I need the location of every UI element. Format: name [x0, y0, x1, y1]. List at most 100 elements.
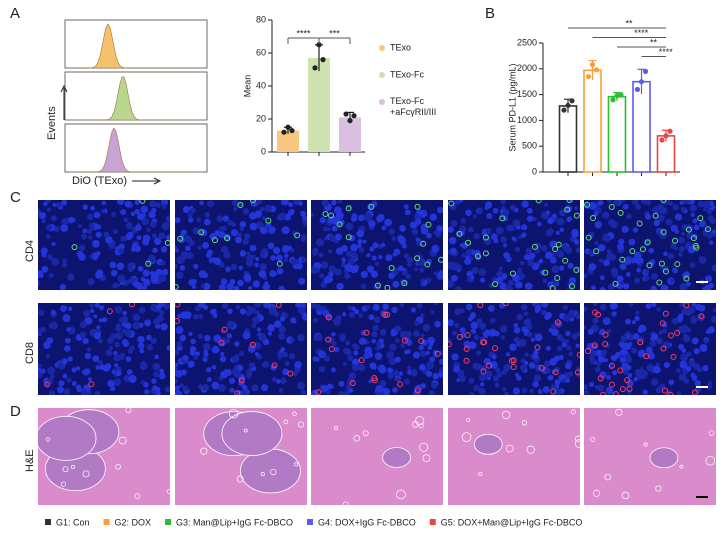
stained-cell	[382, 311, 389, 318]
stained-cell	[336, 221, 343, 228]
nucleus	[95, 365, 101, 370]
nucleus	[67, 356, 73, 362]
nucleus	[399, 303, 405, 308]
stained-cell	[509, 270, 516, 277]
nucleus	[439, 358, 443, 365]
nucleus	[67, 216, 75, 224]
nucleus	[315, 333, 323, 342]
stained-cell	[690, 235, 697, 242]
nucleus	[671, 317, 679, 325]
nucleus	[123, 217, 129, 223]
stained-cell	[221, 326, 228, 333]
nucleus	[159, 368, 165, 374]
nucleus	[175, 367, 178, 372]
nucleus	[140, 380, 145, 385]
nucleus	[374, 345, 381, 351]
stained-cell	[414, 387, 421, 394]
nucleus	[154, 354, 159, 360]
nucleus	[565, 378, 570, 383]
nucleus	[82, 337, 89, 345]
nucleus	[177, 313, 182, 319]
nucleus	[429, 213, 438, 221]
stained-cell	[531, 243, 538, 250]
nucleus	[532, 381, 539, 388]
nucleus	[144, 389, 150, 395]
nucleus	[421, 339, 428, 346]
nucleus	[175, 378, 179, 385]
nucleus	[512, 274, 520, 282]
nucleus	[419, 209, 428, 218]
nucleus	[597, 243, 606, 252]
micrograph-content	[584, 200, 716, 290]
nucleus	[655, 362, 660, 367]
nucleus	[530, 337, 536, 342]
stained-cell	[328, 212, 335, 219]
nucleus	[175, 370, 183, 378]
nucleus	[403, 204, 409, 210]
nucleus	[330, 367, 336, 373]
nucleus	[249, 222, 258, 231]
nucleus	[239, 350, 245, 357]
nucleus	[38, 328, 42, 335]
nucleus	[622, 342, 630, 351]
nucleus	[283, 258, 288, 263]
nucleus	[523, 311, 529, 317]
nucleus	[527, 259, 535, 267]
nucleus	[448, 279, 455, 288]
micrograph	[448, 408, 580, 505]
nucleus	[674, 229, 679, 234]
nucleus	[514, 207, 519, 213]
nucleus	[697, 367, 703, 373]
stained-cell	[617, 367, 624, 374]
nucleus	[209, 232, 217, 241]
micrograph-content	[448, 408, 580, 505]
nucleus	[469, 391, 475, 395]
nucleus	[676, 368, 682, 374]
stained-cell	[660, 200, 667, 204]
stained-cell	[477, 303, 484, 309]
nucleus	[568, 351, 574, 357]
nucleus	[596, 362, 601, 367]
nucleus	[160, 323, 168, 331]
nucleus	[588, 263, 597, 271]
nucleus	[333, 346, 340, 353]
nucleus	[401, 270, 408, 276]
nucleus	[301, 256, 307, 263]
nucleus	[203, 342, 211, 351]
nucleus	[115, 325, 122, 332]
nucleus	[311, 212, 314, 218]
nucleus	[501, 369, 508, 375]
stained-cell	[658, 260, 665, 267]
nucleus	[568, 309, 576, 317]
nucleus	[233, 285, 240, 290]
stained-cell	[463, 346, 470, 353]
nucleus	[638, 324, 647, 333]
nucleus	[518, 339, 527, 347]
nucleus	[86, 213, 94, 221]
nucleus	[165, 234, 170, 242]
nucleus	[540, 309, 547, 316]
nucleus	[500, 335, 506, 340]
lesion	[649, 447, 679, 469]
nucleus	[471, 266, 479, 275]
nucleus	[139, 362, 148, 371]
vessel	[418, 423, 424, 429]
data-point	[614, 93, 620, 99]
tissue	[175, 200, 307, 290]
legend-label: TExo-Fc	[390, 69, 425, 79]
stained-cell	[617, 209, 624, 216]
vessel	[466, 417, 471, 422]
nucleus	[470, 321, 479, 330]
stained-cell	[550, 388, 557, 395]
nucleus	[251, 323, 257, 328]
nucleus	[549, 256, 557, 264]
stained-cell	[564, 206, 571, 213]
nucleus	[612, 200, 620, 207]
nucleus	[351, 306, 356, 312]
nucleus	[282, 351, 288, 358]
vessel	[505, 444, 514, 453]
nucleus	[96, 224, 102, 230]
nucleus	[333, 317, 341, 326]
stained-cell	[602, 340, 609, 347]
nucleus	[43, 201, 48, 207]
